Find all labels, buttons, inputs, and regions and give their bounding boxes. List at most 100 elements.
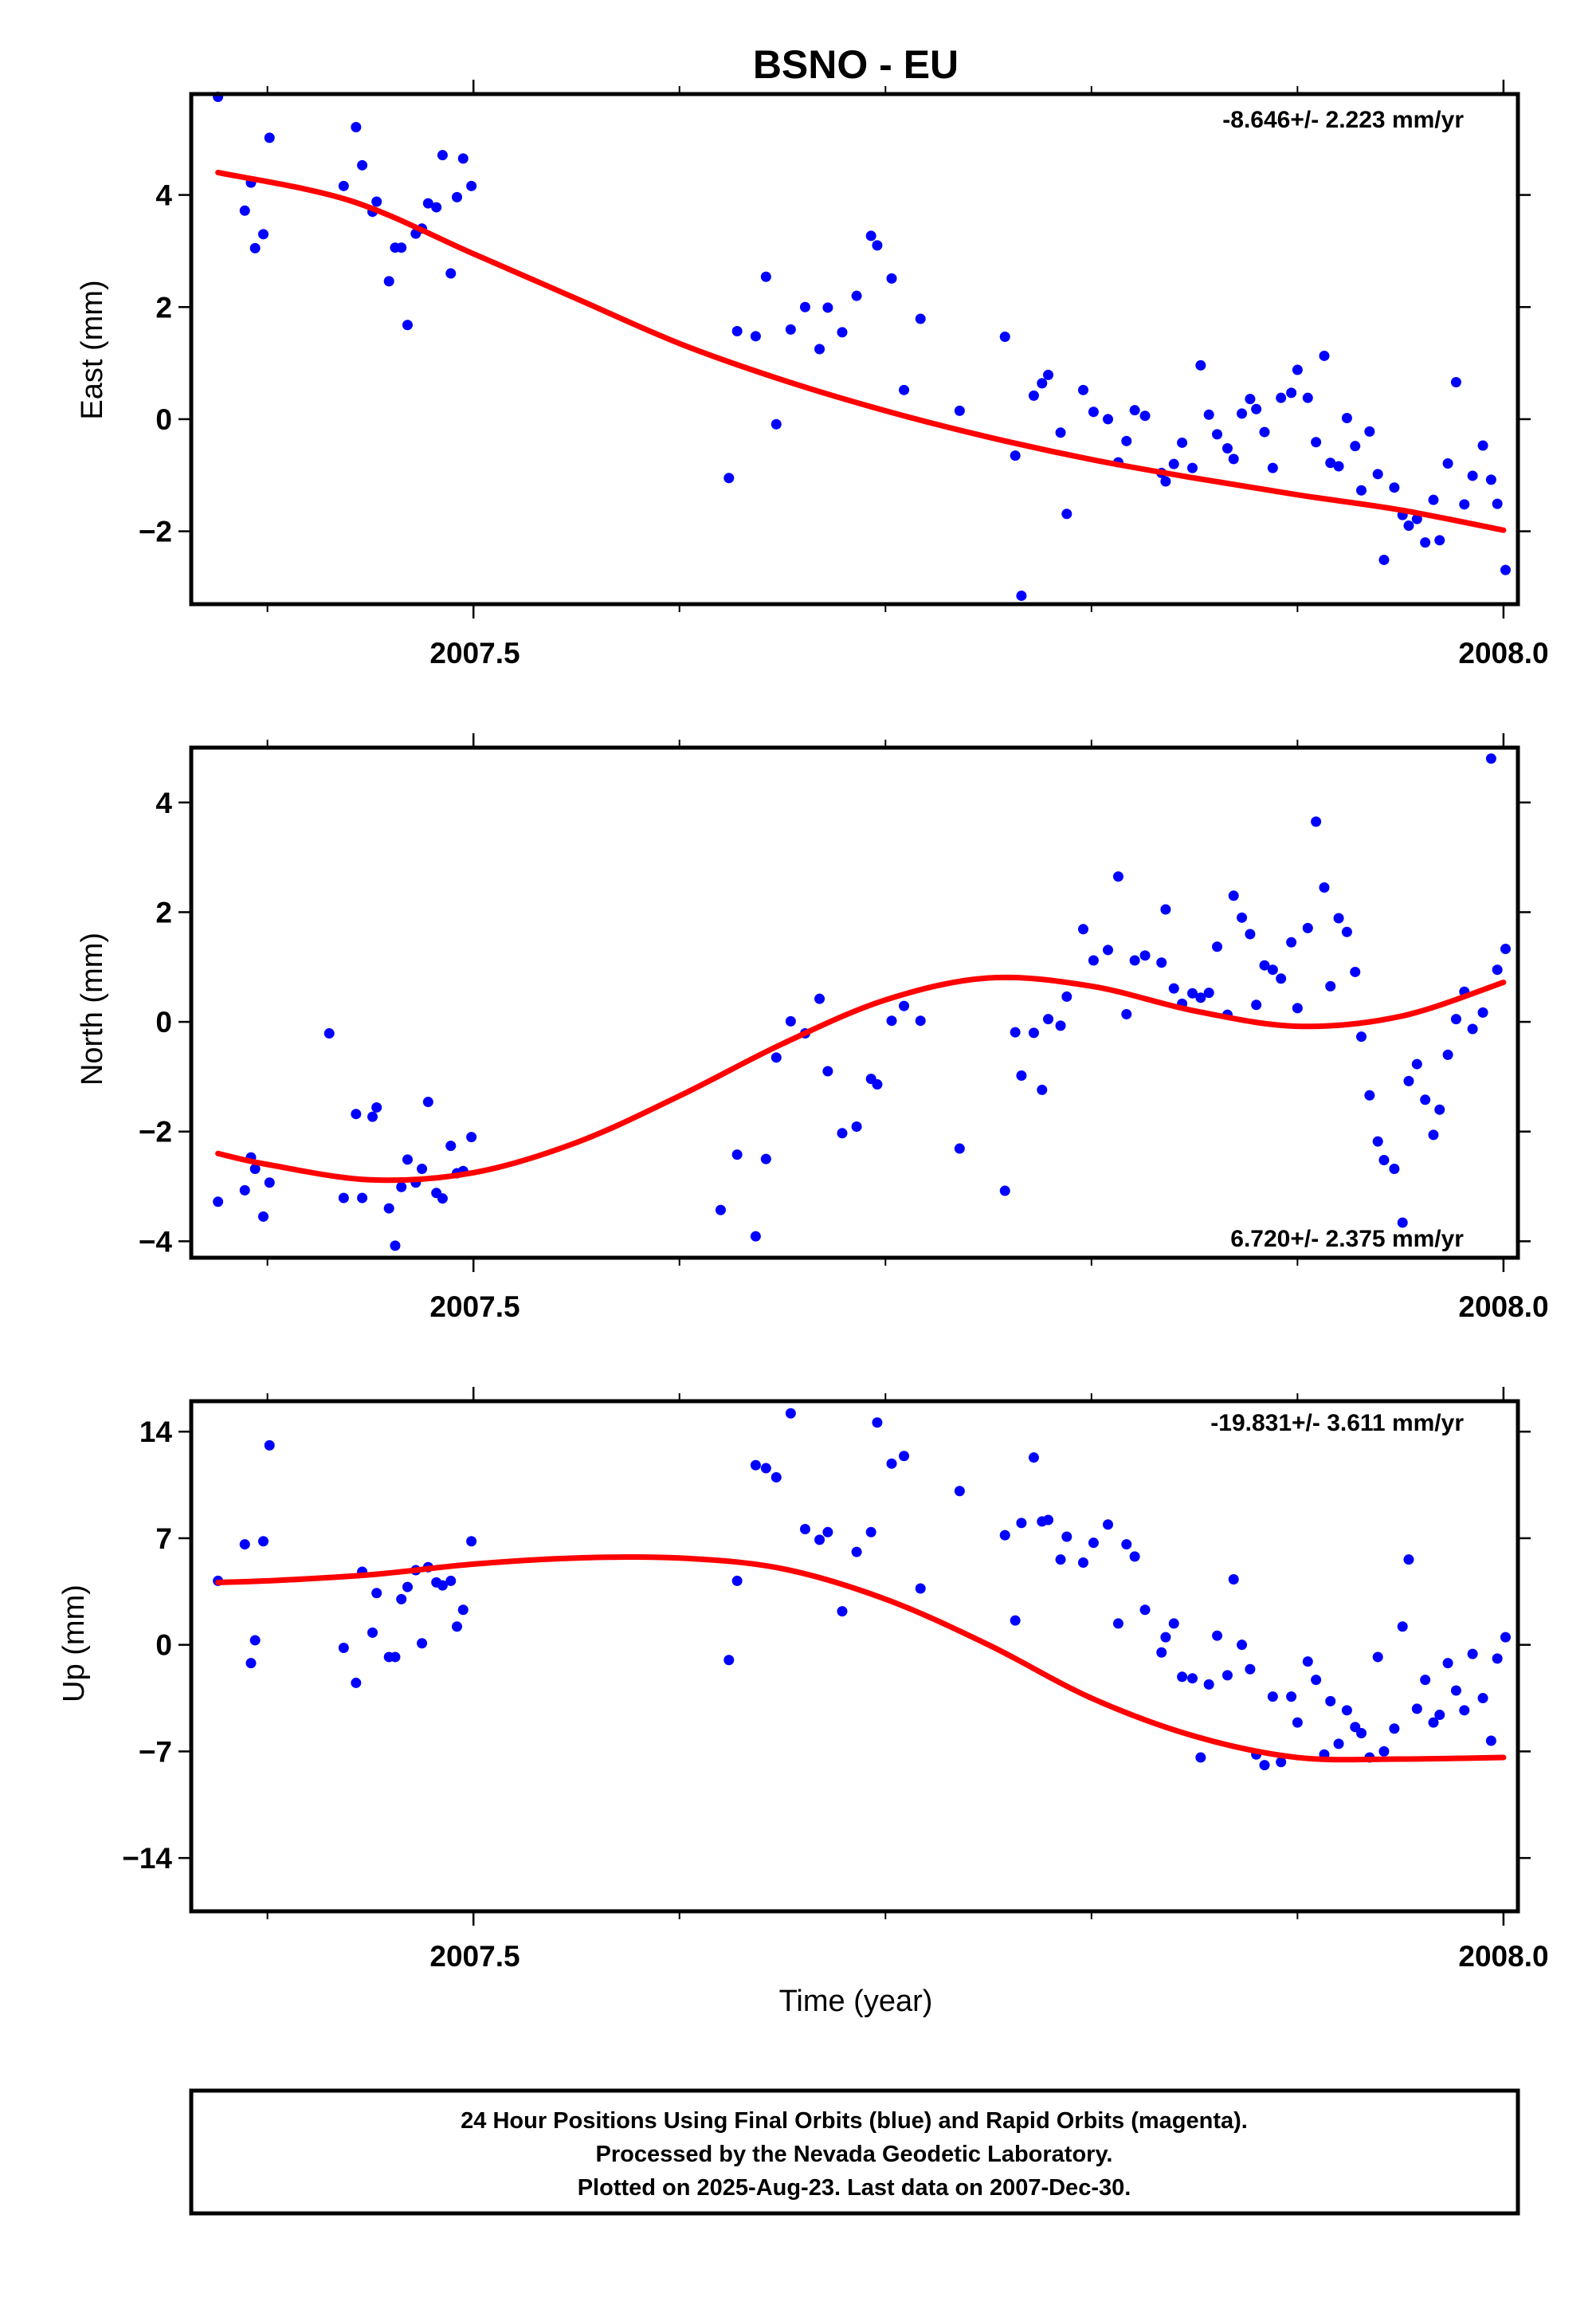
- up-y-tick-label: 7: [155, 1522, 172, 1555]
- east-data-point: [785, 324, 796, 335]
- north-data-point: [954, 1143, 965, 1154]
- north-data-point: [213, 1196, 224, 1208]
- up-data-point: [1203, 1679, 1214, 1690]
- up-data-point: [1276, 1757, 1287, 1768]
- up-data-point: [1010, 1615, 1021, 1626]
- east-data-point: [357, 159, 368, 171]
- up-data-point: [417, 1638, 428, 1649]
- north-data-point: [1103, 944, 1114, 956]
- up-data-point: [760, 1463, 771, 1474]
- north-data-point: [383, 1203, 394, 1214]
- north-data-point: [1121, 1008, 1132, 1019]
- east-data-point: [954, 405, 965, 416]
- up-data-point: [245, 1658, 257, 1669]
- up-y-tick-label: 14: [139, 1416, 173, 1448]
- up-data-point: [1311, 1675, 1322, 1686]
- north-data-point: [1160, 904, 1171, 915]
- east-data-point: [814, 344, 825, 355]
- north-data-point: [264, 1177, 275, 1188]
- north-data-point: [731, 1149, 743, 1160]
- up-data-point: [1187, 1673, 1198, 1684]
- north-data-point: [390, 1240, 401, 1251]
- up-y-axis-title: Up (mm): [57, 1585, 91, 1702]
- north-data-point: [1037, 1084, 1048, 1095]
- north-data-point: [1411, 1058, 1422, 1070]
- east-data-point: [1500, 564, 1511, 575]
- up-data-point: [750, 1459, 761, 1471]
- north-data-point: [1028, 1027, 1039, 1039]
- north-data-point: [445, 1141, 457, 1152]
- up-data-point: [1485, 1735, 1496, 1746]
- north-data-point: [1228, 890, 1239, 901]
- north-data-point: [1168, 983, 1179, 994]
- north-data-point: [367, 1111, 378, 1122]
- up-data-point: [865, 1526, 876, 1537]
- caption-line-2: Processed by the Nevada Geodetic Laborat…: [596, 2142, 1113, 2167]
- up-data-point: [1168, 1618, 1179, 1629]
- north-data-point: [999, 1185, 1010, 1196]
- north-data-point: [750, 1231, 761, 1242]
- up-data-point: [437, 1580, 448, 1591]
- up-data-point: [1403, 1554, 1414, 1565]
- up-data-point: [814, 1534, 825, 1545]
- up-data-point: [1245, 1663, 1256, 1675]
- up-data-point: [851, 1546, 862, 1557]
- east-data-point: [1139, 410, 1151, 422]
- north-data-point: [239, 1184, 250, 1196]
- caption-line-1: 24 Hour Positions Using Final Orbits (bl…: [461, 2108, 1248, 2134]
- north-data-point: [1088, 955, 1099, 966]
- east-data-point: [1411, 513, 1422, 524]
- up-data-point: [837, 1606, 848, 1617]
- up-plot-frame: [189, 1399, 1520, 1914]
- up-data-point: [1112, 1618, 1123, 1629]
- east-data-point: [771, 418, 782, 430]
- north-data-point: [1372, 1136, 1383, 1147]
- up-data-point: [338, 1642, 349, 1653]
- north-data-point: [771, 1052, 782, 1063]
- up-data-point: [1156, 1647, 1167, 1658]
- north-data-point: [437, 1193, 448, 1204]
- north-data-point: [1187, 988, 1198, 999]
- north-data-point: [422, 1097, 433, 1108]
- up-data-point: [731, 1575, 743, 1586]
- east-fit-line: [215, 169, 1507, 533]
- north-data-point: [1485, 753, 1496, 764]
- north-data-point: [1259, 960, 1270, 971]
- east-data-point: [1485, 474, 1496, 485]
- up-data-point: [1016, 1518, 1027, 1529]
- north-data-point: [785, 1015, 796, 1027]
- north-data-point: [872, 1079, 883, 1090]
- up-data-point: [1389, 1723, 1400, 1734]
- east-data-point: [457, 153, 469, 164]
- north-data-point: [1156, 957, 1167, 968]
- up-data-point: [1177, 1671, 1188, 1683]
- up-data-point: [1492, 1653, 1503, 1664]
- up-data-point: [1378, 1746, 1390, 1757]
- east-data-point: [383, 276, 394, 287]
- east-data-point: [1103, 414, 1114, 425]
- north-data-point: [1203, 988, 1214, 999]
- north-data-point: [1245, 929, 1256, 940]
- east-data-point: [1077, 384, 1088, 395]
- up-data-point: [1500, 1632, 1511, 1643]
- north-y-axis-title: North (mm): [76, 933, 109, 1086]
- caption-frame: [189, 2088, 1520, 2216]
- up-y-tick-label: 0: [155, 1629, 172, 1662]
- east-data-point: [1177, 437, 1188, 448]
- north-data-point: [1492, 964, 1503, 976]
- up-data-point: [1103, 1519, 1114, 1530]
- east-data-point: [731, 325, 743, 336]
- north-data-point: [760, 1153, 771, 1164]
- up-data-point: [1139, 1604, 1151, 1616]
- east-y-axis-title: East (mm): [76, 280, 109, 419]
- up-data-point: [1259, 1760, 1270, 1771]
- east-data-point: [899, 384, 910, 395]
- north-data-point: [1112, 871, 1123, 882]
- up-data-point: [1333, 1738, 1344, 1749]
- north-y-tick-label: 0: [155, 1006, 172, 1039]
- north-data-point: [1292, 1003, 1303, 1014]
- east-data-point: [723, 473, 735, 484]
- up-data-point: [1237, 1640, 1248, 1651]
- east-data-point: [1403, 520, 1414, 532]
